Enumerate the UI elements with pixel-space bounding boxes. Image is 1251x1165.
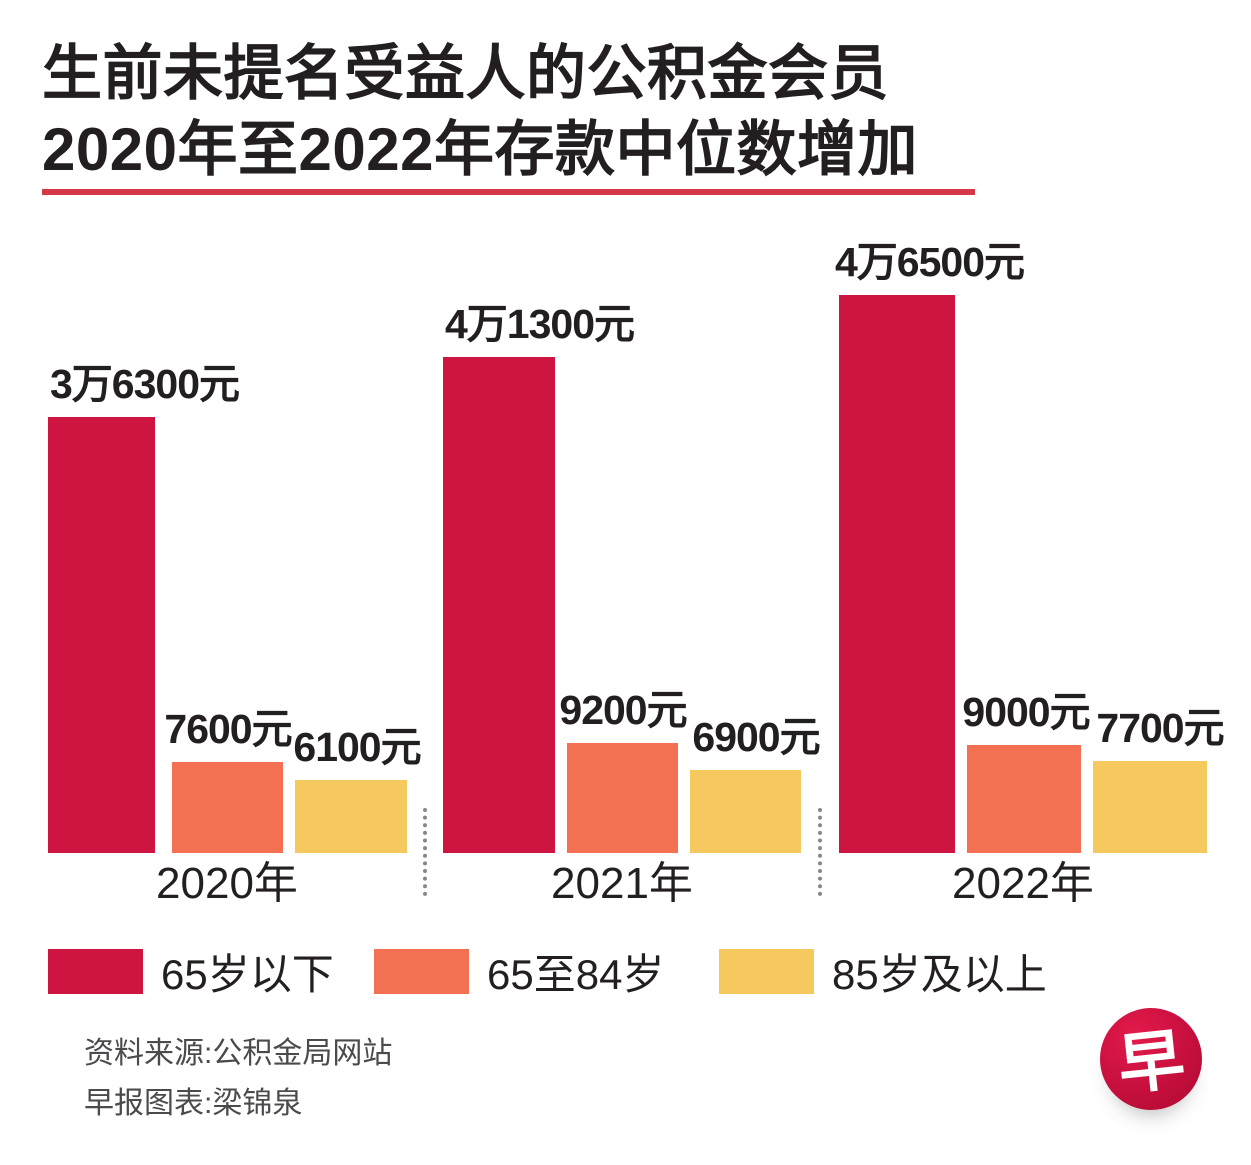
legend-item-65to84: 65至84岁 xyxy=(374,941,664,1002)
legend-label-under65: 65岁以下 xyxy=(161,951,334,998)
bar-chart: 3万6300元 7600元 6100元 4万1300元 9200元 6900元 … xyxy=(48,239,1225,853)
chart-title-line2: 2020年至2022年存款中位数增加 xyxy=(42,116,918,183)
chart-title: 生前未提名受益人的公积金会员 2020年至2022年存款中位数增加 xyxy=(42,36,918,188)
legend-swatch-under65 xyxy=(48,949,143,994)
bar-value-label-2021-85plus: 6900元 xyxy=(692,714,820,760)
bar-2020-under65 xyxy=(48,417,155,853)
title-underline-rule xyxy=(42,189,975,195)
legend-label-65to84: 65至84岁 xyxy=(487,951,665,998)
source-text: 资料来源:公积金局网站 xyxy=(84,1037,393,1070)
zaobao-logo: 早 xyxy=(1100,1008,1202,1110)
legend-swatch-65to84 xyxy=(374,949,469,994)
credit-text: 早报图表:梁锦泉 xyxy=(84,1087,303,1120)
chart-title-line1: 生前未提名受益人的公积金会员 xyxy=(42,40,889,107)
bar-2022-65to84 xyxy=(967,745,1081,853)
x-axis-label-2020: 2020年 xyxy=(156,859,298,908)
bar-2021-65to84 xyxy=(567,743,678,853)
bar-value-label-2020-85plus: 6100元 xyxy=(293,724,421,770)
group-divider-dotted-1 xyxy=(423,808,427,896)
legend-label-85plus: 85岁及以上 xyxy=(832,951,1047,998)
legend-item-85plus: 85岁及以上 xyxy=(719,941,1047,1002)
bar-2021-85plus xyxy=(690,770,801,853)
bar-2022-85plus xyxy=(1093,761,1207,853)
bar-value-label-2022-65to84: 9000元 xyxy=(962,689,1090,735)
legend-swatch-85plus xyxy=(719,949,814,994)
x-axis-label-2022: 2022年 xyxy=(952,859,1094,908)
bar-value-label-2021-under65: 4万1300元 xyxy=(445,301,635,347)
bar-value-label-2022-under65: 4万6500元 xyxy=(835,239,1025,285)
bar-2020-65to84 xyxy=(172,762,283,853)
bar-value-label-2020-under65: 3万6300元 xyxy=(50,361,240,407)
bar-value-label-2021-65to84: 9200元 xyxy=(559,687,687,733)
x-axis-label-2021: 2021年 xyxy=(551,859,693,908)
footer: 资料来源:公积金局网站 早报图表:梁锦泉 xyxy=(84,1036,392,1122)
group-divider-dotted-2 xyxy=(818,808,822,896)
bar-value-label-2022-85plus: 7700元 xyxy=(1096,705,1224,751)
zaobao-logo-character: 早 xyxy=(1114,1021,1189,1103)
bar-2021-under65 xyxy=(443,357,555,853)
bar-2022-under65 xyxy=(839,295,955,853)
bar-2020-85plus xyxy=(295,780,407,853)
bar-value-label-2020-65to84: 7600元 xyxy=(164,706,292,752)
legend-item-under65: 65岁以下 xyxy=(48,941,334,1002)
